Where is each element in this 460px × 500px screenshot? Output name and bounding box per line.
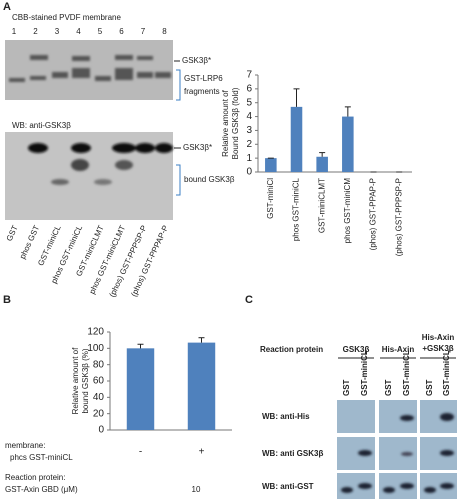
c-bands <box>341 413 454 493</box>
y-tick-label: 20 <box>93 408 105 419</box>
band-label: GSK3β* <box>183 143 212 152</box>
band-label: GST-LRP6 <box>184 74 223 83</box>
wb-bands <box>28 143 173 185</box>
x-tick-label: phos GST-miniCL <box>292 177 301 241</box>
error-bar <box>319 152 326 157</box>
y-tick-label: 40 <box>93 392 105 403</box>
bar <box>342 116 354 172</box>
y-tick-label: 1 <box>246 153 252 164</box>
row-label: membrane: <box>5 441 45 450</box>
error-bar <box>198 337 205 343</box>
row-label: Reaction protein: <box>5 473 65 482</box>
y-axis-label: Bound GSK3β (fold) <box>231 87 240 159</box>
y-tick-label: 0 <box>246 167 252 178</box>
y-tick-label: 60 <box>93 376 105 387</box>
band-label: GSK3β* <box>182 56 211 65</box>
group-header: GSK3β <box>343 345 370 354</box>
bracket <box>176 69 181 101</box>
y-tick-label: 0 <box>98 425 104 436</box>
group-header: His-Axin <box>382 345 415 354</box>
y-tick-label: 100 <box>87 343 104 354</box>
y-axis-label: bound GSK3β (%) <box>81 348 90 413</box>
lane-label: phos GST <box>18 224 41 261</box>
x-tick-label: phos GST-miniCM <box>343 178 352 244</box>
lane-number: 3 <box>55 27 60 36</box>
row-label: GST-Axin GBD (μM) <box>5 485 78 494</box>
x-tick-label: GST-miniCl <box>266 178 275 219</box>
c-blots <box>337 400 457 499</box>
y-tick-label: 5 <box>246 97 252 108</box>
bar <box>290 106 303 172</box>
membrane-title: CBB-stained PVDF membrane <box>12 13 121 22</box>
error-bar <box>293 88 300 107</box>
group-header: +GSK3β <box>422 344 453 353</box>
x-tick-label: (phos) GST-PPAP-P <box>369 178 378 250</box>
lane-label: GST <box>342 379 351 396</box>
error-bar <box>344 106 351 117</box>
wb-title: WB: anti-GSK3β <box>12 121 71 130</box>
y-tick-label: 7 <box>246 70 252 81</box>
x-tick-label: GST-miniCLMT <box>317 178 326 233</box>
band-label: fragments <box>184 87 220 96</box>
lane-number: 1 <box>12 27 17 36</box>
x-tick-label: + <box>199 447 205 458</box>
lane-number: 8 <box>162 27 167 36</box>
lane-label: GST <box>384 379 393 396</box>
bar <box>126 348 155 430</box>
lane-label: GST-miniCL <box>442 350 451 396</box>
row-label: WB: anti-GST <box>262 482 314 491</box>
bar <box>316 156 328 172</box>
panel-letter: C <box>245 294 253 306</box>
y-tick-label: 6 <box>246 83 252 94</box>
row-label: phcs GST-miniCL <box>10 453 73 462</box>
y-axis-label: Relative amount of <box>221 89 230 156</box>
panel-letter: B <box>3 294 11 306</box>
lane-number: 6 <box>119 27 124 36</box>
lane-number: 4 <box>76 27 81 36</box>
lane-number: 5 <box>98 27 103 36</box>
lane-number: 2 <box>33 27 38 36</box>
bar <box>265 158 277 172</box>
band-label: bound GSK3β <box>184 175 235 184</box>
y-tick-label: 4 <box>246 111 252 122</box>
lane-number: 7 <box>141 27 146 36</box>
y-axis-label: Relative amount of <box>71 347 80 414</box>
bracket <box>176 164 181 196</box>
bar <box>187 342 216 430</box>
row-label: WB: anti-His <box>262 412 310 421</box>
error-bar <box>137 343 144 349</box>
y-tick-label: 3 <box>246 125 252 136</box>
concentration: 10 <box>192 485 201 494</box>
cbb-bands <box>9 55 171 82</box>
x-tick-label: (phos) GST-PPPSP-P <box>394 178 403 256</box>
lane-label: GST <box>425 379 434 396</box>
lane-label: GST-miniCL <box>402 350 411 396</box>
y-tick-label: 2 <box>246 139 252 150</box>
group-header: His-Axin <box>422 333 455 342</box>
lane-label: GST <box>5 224 20 243</box>
lane-label: GST-miniCL <box>360 350 369 396</box>
y-tick-label: 120 <box>87 327 104 338</box>
y-tick-label: 80 <box>93 359 105 370</box>
row-label: WB: anti GSK3β <box>262 449 323 458</box>
panel-letter: A <box>3 1 11 13</box>
header: Reaction protein <box>260 345 323 354</box>
x-tick-label: - <box>139 447 142 458</box>
